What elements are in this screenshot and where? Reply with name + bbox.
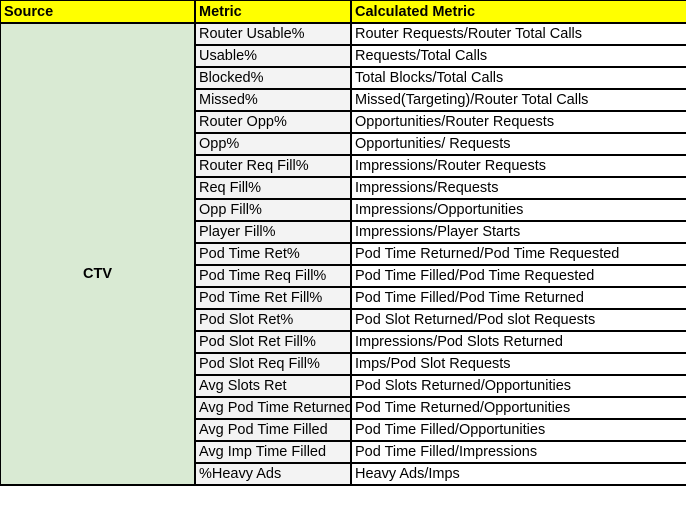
metric-cell[interactable]: Opp Fill% (194, 198, 352, 222)
metric-cell[interactable]: Blocked% (194, 66, 352, 90)
table-row: %Heavy Ads Heavy Ads/Imps (0, 462, 686, 486)
calculated-metric-cell[interactable]: Pod Time Filled/Pod Time Requested (350, 264, 686, 288)
metric-cell[interactable]: Pod Time Ret Fill% (194, 286, 352, 310)
metric-cell[interactable]: Pod Time Ret% (194, 242, 352, 266)
metric-cell[interactable]: Router Opp% (194, 110, 352, 134)
metric-cell[interactable]: Pod Slot Ret Fill% (194, 330, 352, 354)
metric-cell[interactable]: Avg Pod Time Returned (194, 396, 352, 420)
table-row: Avg Pod Time Returned Pod Time Returned/O… (0, 396, 686, 420)
metric-cell[interactable]: Missed% (194, 88, 352, 112)
metric-cell[interactable]: %Heavy Ads (194, 462, 352, 486)
table-row: Opp% Opportunities/ Requests (0, 132, 686, 156)
header-metric[interactable]: Metric (194, 0, 352, 24)
calculated-metric-cell[interactable]: Impressions/Pod Slots Returned (350, 330, 686, 354)
calculated-metric-cell[interactable]: Pod Slot Returned/Pod slot Requests (350, 308, 686, 332)
calculated-metric-cell[interactable]: Missed(Targeting)/Router Total Calls (350, 88, 686, 112)
calculated-metric-cell[interactable]: Pod Time Filled/Impressions (350, 440, 686, 464)
table-row: Pod Slot Req Fill% Imps/Pod Slot Requests (0, 352, 686, 376)
metric-cell[interactable]: Avg Imp Time Filled (194, 440, 352, 464)
metric-cell[interactable]: Avg Pod Time Filled (194, 418, 352, 442)
table-row: Avg Slots Ret Pod Slots Returned/Opportun… (0, 374, 686, 398)
table-row: Pod Time Req Fill% Pod Time Filled/Pod Ti… (0, 264, 686, 288)
spreadsheet-table: Source Metric Calculated Metric CTV Route… (0, 0, 686, 486)
calculated-metric-cell[interactable]: Heavy Ads/Imps (350, 462, 686, 486)
metric-cell[interactable]: Player Fill% (194, 220, 352, 244)
table-row: Usable% Requests/Total Calls (0, 44, 686, 68)
metric-cell[interactable]: Pod Slot Ret% (194, 308, 352, 332)
table-row: Opp Fill% Impressions/Opportunities (0, 198, 686, 222)
calculated-metric-cell[interactable]: Pod Time Returned/Pod Time Requested (350, 242, 686, 266)
calculated-metric-cell[interactable]: Imps/Pod Slot Requests (350, 352, 686, 376)
calculated-metric-cell[interactable]: Pod Time Filled/Opportunities (350, 418, 686, 442)
metric-cell[interactable]: Router Req Fill% (194, 154, 352, 178)
header-row: Source Metric Calculated Metric (0, 0, 686, 24)
calculated-metric-cell[interactable]: Requests/Total Calls (350, 44, 686, 68)
calculated-metric-cell[interactable]: Total Blocks/Total Calls (350, 66, 686, 90)
calculated-metric-cell[interactable]: Impressions/Player Starts (350, 220, 686, 244)
table-row: Pod Time Ret Fill% Pod Time Filled/Pod Ti… (0, 286, 686, 310)
calculated-metric-cell[interactable]: Pod Time Returned/Opportunities (350, 396, 686, 420)
metric-cell[interactable]: Opp% (194, 132, 352, 156)
calculated-metric-cell[interactable]: Impressions/Opportunities (350, 198, 686, 222)
calculated-metric-cell[interactable]: Opportunities/Router Requests (350, 110, 686, 134)
table-row: Pod Slot Ret% Pod Slot Returned/Pod slot … (0, 308, 686, 332)
header-source[interactable]: Source (0, 0, 196, 24)
table-row: Avg Pod Time Filled Pod Time Filled/Oppor… (0, 418, 686, 442)
metric-cell[interactable]: Router Usable% (194, 22, 352, 46)
table-row: Pod Slot Ret Fill% Impressions/Pod Slots … (0, 330, 686, 354)
calculated-metric-cell[interactable]: Impressions/Router Requests (350, 154, 686, 178)
table-row: Blocked% Total Blocks/Total Calls (0, 66, 686, 90)
calculated-metric-cell[interactable]: Pod Time Filled/Pod Time Returned (350, 286, 686, 310)
metric-cell[interactable]: Pod Slot Req Fill% (194, 352, 352, 376)
metric-cell[interactable]: Avg Slots Ret (194, 374, 352, 398)
calculated-metric-cell[interactable]: Pod Slots Returned/Opportunities (350, 374, 686, 398)
table-row: Router Req Fill% Impressions/Router Reque… (0, 154, 686, 178)
table-row: Player Fill% Impressions/Player Starts (0, 220, 686, 244)
metric-cell[interactable]: Usable% (194, 44, 352, 68)
table-row: Pod Time Ret% Pod Time Returned/Pod Time … (0, 242, 686, 266)
table-row: Missed% Missed(Targeting)/Router Total Ca… (0, 88, 686, 112)
table-row: Req Fill% Impressions/Requests (0, 176, 686, 200)
metric-cell[interactable]: Req Fill% (194, 176, 352, 200)
calculated-metric-cell[interactable]: Router Requests/Router Total Calls (350, 22, 686, 46)
source-cell[interactable]: CTV (0, 22, 196, 486)
table-row: Avg Imp Time Filled Pod Time Filled/Impre… (0, 440, 686, 464)
header-calculated-metric[interactable]: Calculated Metric (350, 0, 686, 24)
calculated-metric-cell[interactable]: Opportunities/ Requests (350, 132, 686, 156)
calculated-metric-cell[interactable]: Impressions/Requests (350, 176, 686, 200)
table-row: Router Opp% Opportunities/Router Requests (0, 110, 686, 134)
metric-cell[interactable]: Pod Time Req Fill% (194, 264, 352, 288)
table-row: CTV Router Usable% Router Requests/Router … (0, 22, 686, 486)
